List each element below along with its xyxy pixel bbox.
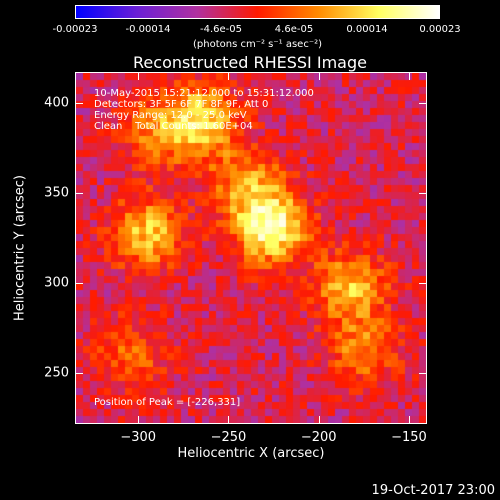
x-tick-mark	[138, 72, 140, 80]
x-tick-label: −200	[300, 430, 337, 445]
y-tick-label: 250	[44, 365, 69, 381]
colorbar-tick-label: 0.00023	[419, 24, 461, 35]
colorbar-tick-label: 0.00014	[346, 24, 388, 35]
info-time: 10-May-2015 15:21:12.000 to 15:31:12.000	[94, 88, 314, 99]
y-tick-label: 400	[44, 95, 69, 111]
plot-area: 10-May-2015 15:21:12.000 to 15:31:12.000…	[75, 72, 427, 424]
colorbar-tick-label: -0.00023	[52, 24, 98, 35]
y-tick-label: 300	[44, 275, 69, 291]
y-tick-mark	[419, 102, 427, 104]
heatmap-image	[76, 73, 426, 423]
y-tick-mark	[419, 283, 427, 285]
y-tick-mark	[419, 192, 427, 194]
x-tick-mark	[408, 416, 410, 424]
x-tick-mark	[318, 416, 320, 424]
y-tick-mark	[75, 283, 83, 285]
y-tick-mark	[419, 373, 427, 375]
chart-title: Reconstructed RHESSI Image	[133, 53, 367, 72]
colorbar-units: (photons cm⁻² s⁻¹ asec⁻²)	[192, 39, 323, 50]
peak-position: Position of Peak = [-226,331]	[94, 397, 241, 408]
x-tick-label: −150	[391, 430, 427, 445]
x-tick-mark	[228, 416, 230, 424]
info-clean: Clean Total Counts: 1.60E+04	[94, 121, 253, 132]
timestamp-footer: 19-Oct-2017 23:00	[371, 483, 495, 498]
colorbar	[75, 5, 440, 19]
colorbar-tick-label: -0.00014	[125, 24, 171, 35]
y-tick-mark	[75, 102, 83, 104]
x-tick-mark	[408, 72, 410, 80]
colorbar-tick-label: -4.6e-05	[200, 24, 242, 35]
y-axis-label: Heliocentric Y (arcsec)	[12, 175, 28, 321]
colorbar-tick-label: 4.6e-05	[274, 24, 314, 35]
x-tick-label: −250	[210, 430, 247, 445]
x-axis-label: Heliocentric X (arcsec)	[177, 446, 325, 461]
y-tick-label: 350	[44, 185, 69, 201]
x-tick-label: −300	[120, 430, 157, 445]
info-detectors: Detectors: 3F 5F 6F 7F 8F 9F, Att 0	[94, 99, 269, 110]
info-energy: Energy Range: 12.0 - 25.0 keV	[94, 110, 247, 121]
x-tick-mark	[228, 72, 230, 80]
x-tick-mark	[318, 72, 320, 80]
y-tick-mark	[75, 192, 83, 194]
y-tick-mark	[75, 373, 83, 375]
x-tick-mark	[138, 416, 140, 424]
